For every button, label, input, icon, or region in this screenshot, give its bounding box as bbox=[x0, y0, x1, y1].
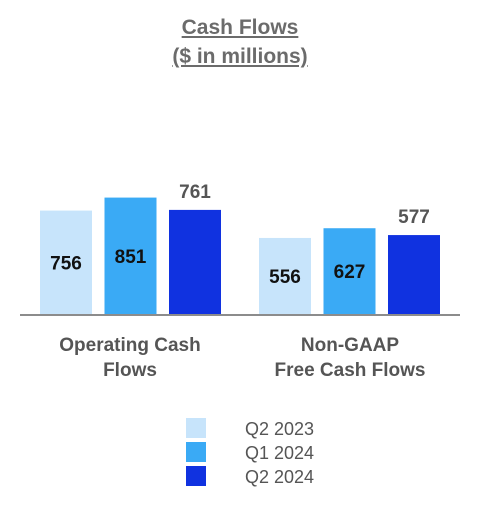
legend-swatch bbox=[186, 418, 206, 438]
chart-title: Cash Flows bbox=[181, 16, 299, 39]
data-label: 761 bbox=[179, 182, 211, 203]
legend-label: Q2 2024 bbox=[245, 467, 315, 487]
chart-subtitle: ($ in millions) bbox=[172, 45, 308, 68]
legend-swatch bbox=[186, 466, 206, 486]
bar-q2-2024-0 bbox=[169, 209, 221, 314]
data-label: 556 bbox=[269, 267, 301, 288]
data-label: 756 bbox=[50, 253, 82, 274]
legend-swatch bbox=[186, 442, 206, 462]
legend-label: Q2 2023 bbox=[245, 419, 315, 439]
bar-q2-2023-0 bbox=[40, 210, 92, 314]
category-label-line: Free Cash Flows bbox=[274, 360, 426, 381]
category-label-line: Operating Cash bbox=[59, 335, 201, 356]
data-label: 851 bbox=[115, 247, 147, 268]
legend-label: Q1 2024 bbox=[245, 443, 315, 463]
data-label: 627 bbox=[334, 262, 366, 283]
category-label-operating: Operating Cash Flows bbox=[30, 333, 230, 383]
bar-q2-2024-1 bbox=[388, 235, 440, 314]
bar-q2-2023-1 bbox=[259, 237, 311, 314]
category-label-line: Non-GAAP bbox=[300, 335, 400, 356]
category-label-line: Flows bbox=[103, 360, 157, 381]
data-label: 577 bbox=[398, 207, 430, 228]
bar-q1-2024-1 bbox=[323, 228, 376, 314]
bar-q1-2024-0 bbox=[104, 197, 157, 314]
category-label-fcf: Non-GAAP Free Cash Flows bbox=[245, 333, 455, 383]
